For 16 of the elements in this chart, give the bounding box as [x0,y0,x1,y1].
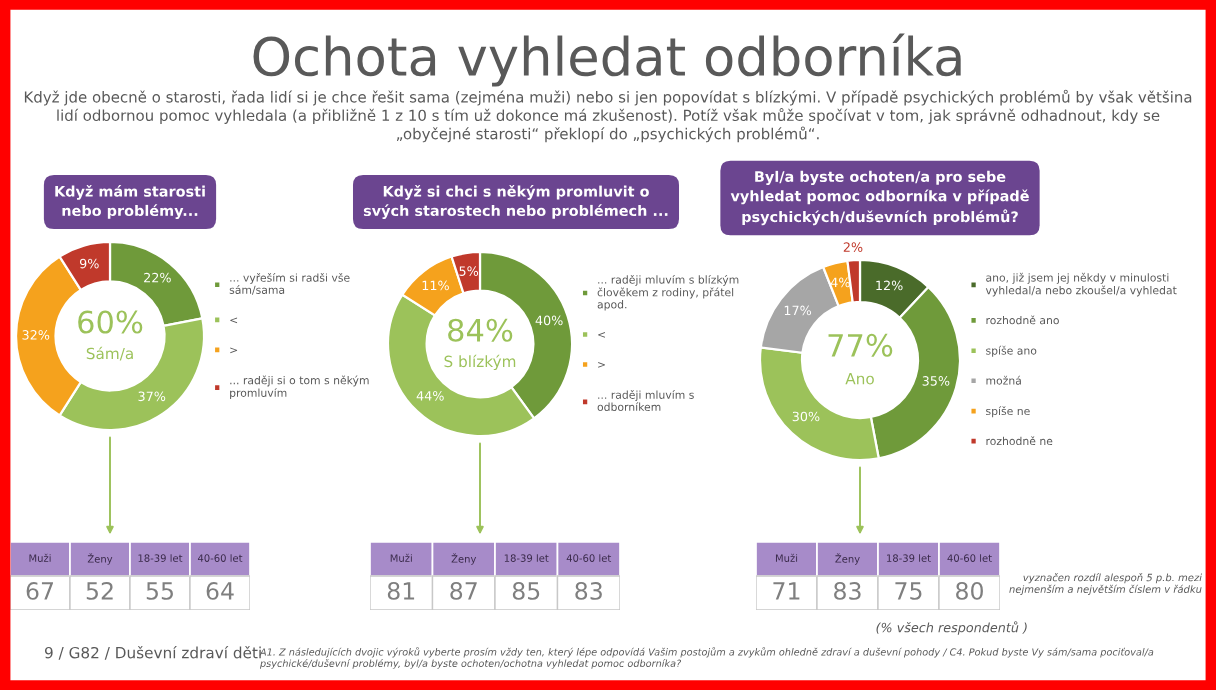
text: Ochota vyhledat odborníka [253,33,961,87]
text: 77% [828,333,893,357]
text: 84% [448,318,513,342]
data-label: 75 [895,582,922,600]
data-label: 85 [512,581,540,600]
data-label: 83 [834,581,861,600]
data-label: 81 [387,581,415,600]
data-label: 80 [956,581,983,600]
data-label: 55 [146,582,173,600]
data-label: 71 [773,582,800,600]
data-label: 83 [575,581,602,600]
data-label: 67 [26,581,53,600]
data-label: 87 [450,581,477,600]
data-label: 64 [206,581,234,600]
data-label: 52 [86,581,113,600]
text: 60% [78,310,143,334]
